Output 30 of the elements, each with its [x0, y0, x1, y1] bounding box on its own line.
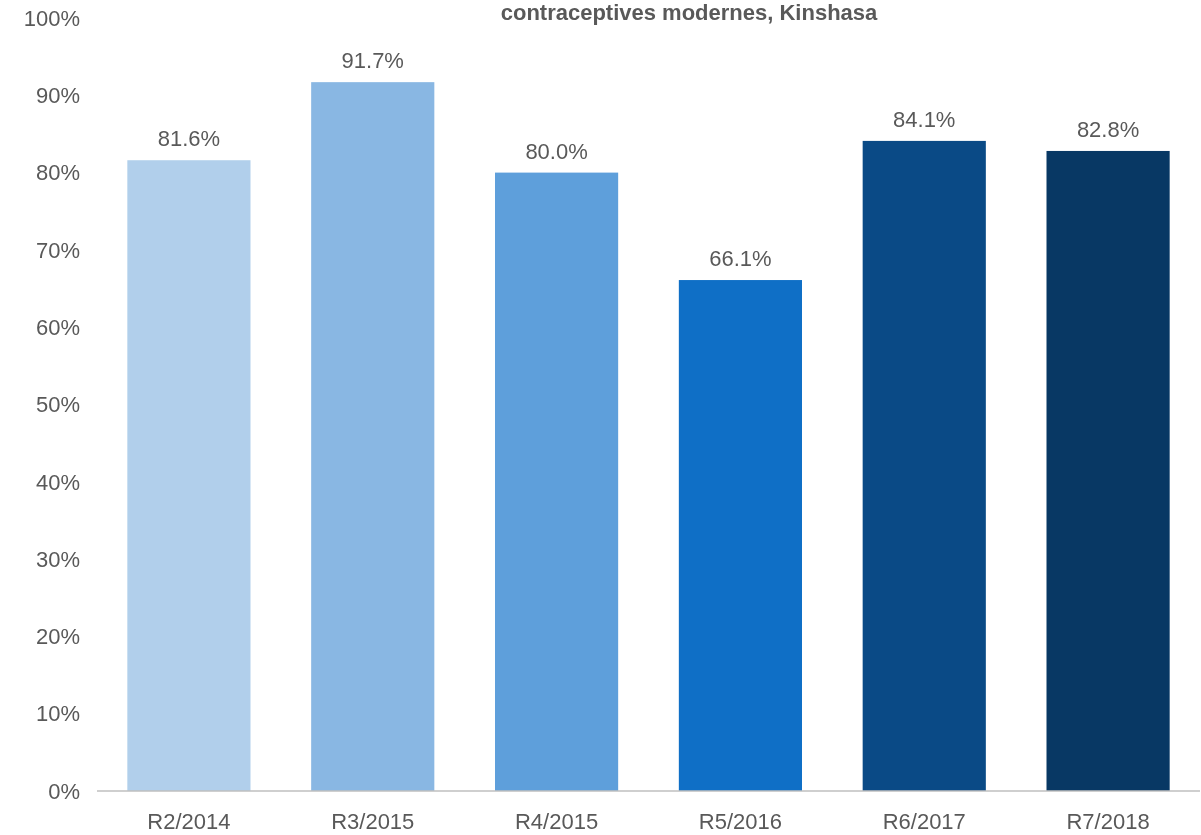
data-label: 66.1% — [709, 246, 772, 272]
data-label: 80.0% — [525, 138, 588, 164]
y-tick-label: 40% — [35, 469, 80, 495]
x-tick-label: R3/2015 — [331, 809, 415, 834]
y-tick-label: 90% — [35, 83, 80, 108]
y-tick-label: 30% — [35, 546, 80, 572]
bar — [127, 160, 251, 791]
y-tick-label: 0% — [48, 778, 80, 804]
data-label: 91.7% — [341, 48, 404, 74]
bar — [678, 280, 802, 791]
bar — [311, 82, 435, 791]
y-tick-label: 80% — [35, 160, 80, 186]
y-tick-label: 20% — [35, 624, 80, 650]
y-tick-label: 60% — [35, 314, 80, 340]
bar — [862, 140, 986, 791]
data-label: 84.1% — [893, 106, 956, 132]
x-tick-label: R5/2016 — [698, 809, 783, 834]
x-tick-label: R7/2018 — [1066, 809, 1150, 834]
bar — [1046, 150, 1170, 791]
bar — [495, 172, 619, 791]
x-tick-label: R4/2015 — [514, 809, 599, 834]
y-tick-label: 50% — [35, 392, 80, 418]
y-tick-label: 100% — [23, 5, 80, 31]
x-tick-label: R6/2017 — [882, 809, 966, 834]
y-tick-label: 10% — [35, 701, 80, 727]
chart-title: contraceptives modernes, Kinshasa — [500, 0, 879, 25]
x-tick-label: R2/2014 — [147, 809, 231, 834]
data-label: 82.8% — [1076, 116, 1140, 142]
data-label: 81.6% — [157, 126, 221, 152]
y-tick-label: 70% — [35, 237, 80, 263]
